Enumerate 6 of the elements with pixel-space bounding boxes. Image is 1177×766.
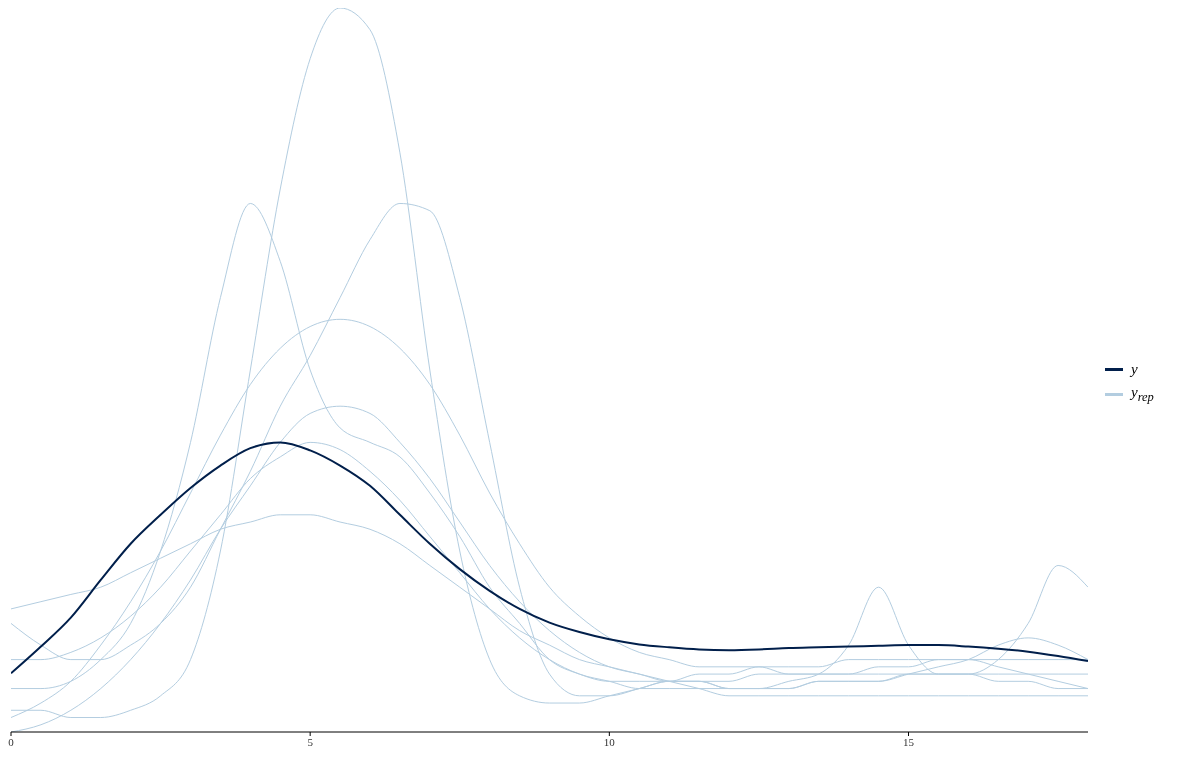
legend-label: y bbox=[1131, 361, 1138, 378]
x-tick-label: 10 bbox=[603, 735, 616, 748]
x-tick-label: 5 bbox=[307, 735, 314, 748]
x-tick-label: 15 bbox=[903, 735, 915, 748]
legend-label: y$_{rep}$ bbox=[1131, 384, 1154, 405]
x-tick-label: 0 bbox=[8, 735, 15, 748]
